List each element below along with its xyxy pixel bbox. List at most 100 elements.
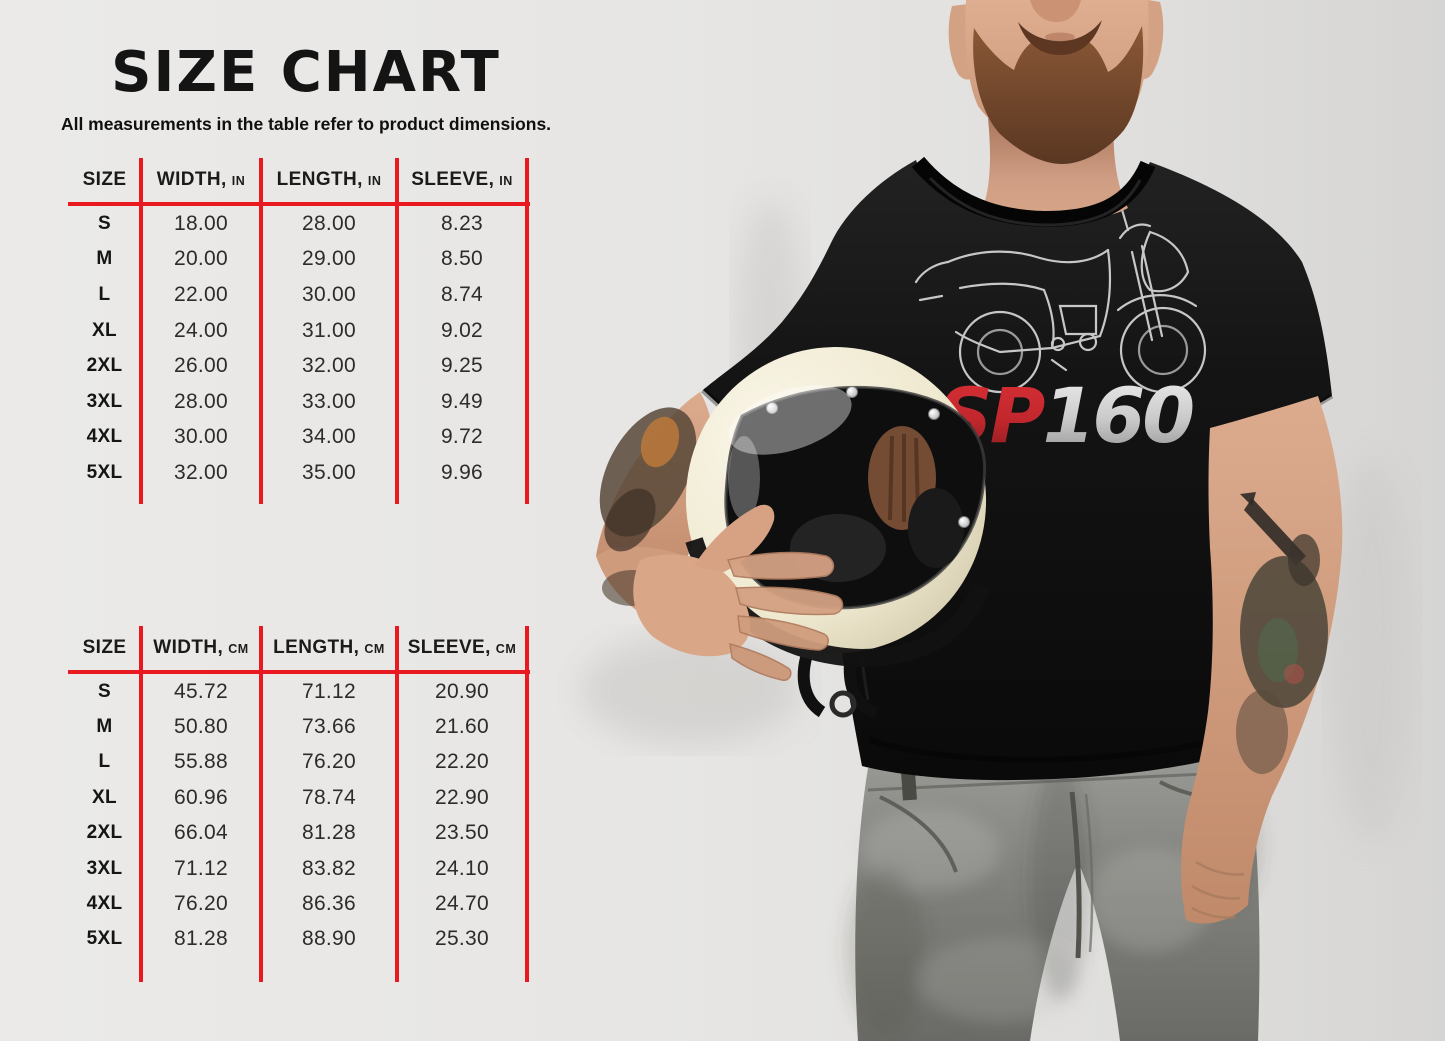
- table-cell: 9.96: [440, 460, 484, 484]
- table-cell: 21.60: [434, 715, 490, 739]
- table-cell: 35.00: [301, 460, 357, 484]
- helmet-rivet: [958, 516, 970, 528]
- mustache: [1018, 20, 1102, 55]
- table-cell: 4XL: [86, 426, 123, 448]
- jeans: [845, 750, 1262, 1041]
- table-cell: 26.00: [173, 354, 229, 378]
- table-cell: 5XL: [86, 928, 123, 950]
- table-cell: L: [98, 283, 111, 305]
- beard: [973, 26, 1144, 164]
- table-cell: 71.12: [301, 679, 357, 703]
- table-cell: L: [98, 751, 111, 773]
- belt-loop: [901, 771, 917, 801]
- table-cell: 83.82: [301, 856, 357, 880]
- table-line: [395, 626, 399, 982]
- table-cell: 32.00: [173, 460, 229, 484]
- table-cell: 30.00: [173, 425, 229, 449]
- table-line: [395, 158, 399, 504]
- table-header-cell: SIZE: [82, 637, 127, 658]
- table-body: S 18.00 28.00 8.23 M 20.00 29.00 8.50 L 22.00 30…: [68, 206, 527, 491]
- table-cell: 9.02: [440, 318, 484, 342]
- table-cell: 20.00: [173, 247, 229, 271]
- table-cell: 8.50: [440, 247, 484, 271]
- nose: [1030, 0, 1081, 22]
- table-cell: 60.96: [173, 785, 229, 809]
- table-cell: 66.04: [173, 821, 229, 845]
- size-chart-subtitle: All measurements in the table refer to p…: [60, 114, 552, 134]
- table-cell: 3XL: [86, 857, 123, 879]
- table-cell: 3XL: [86, 390, 123, 412]
- tshirt-print-silver: 160: [1042, 371, 1193, 460]
- table-cell: 24.10: [434, 856, 490, 880]
- table-line: [139, 158, 143, 504]
- table-cell: 81.28: [301, 821, 357, 845]
- table-cell: 86.36: [301, 892, 357, 916]
- thumb: [694, 504, 775, 572]
- helmet-shine: [728, 385, 852, 455]
- collar: [911, 156, 1156, 228]
- size-table-cm: SIZE WIDTH, CM LENGTH, CM SLEEVE, CM S 45.72…: [68, 626, 530, 982]
- table-cell: 2XL: [86, 355, 123, 377]
- jeans-waistband: [867, 770, 1247, 792]
- table-cell: 34.00: [301, 425, 357, 449]
- table-header-cell: LENGTH, CM: [273, 637, 385, 658]
- table-cell: 28.00: [301, 211, 357, 235]
- table-cell: 8.23: [440, 211, 484, 235]
- table-cell: 76.20: [173, 892, 229, 916]
- table-line: [68, 202, 530, 206]
- table-cell: 18.00: [173, 211, 229, 235]
- table-header-row: SIZE WIDTH, IN LENGTH, IN SLEEVE, IN: [68, 158, 527, 202]
- table-cell: 32.00: [301, 354, 357, 378]
- table-header-cell: SIZE: [82, 169, 127, 190]
- helmet-rivet: [928, 408, 940, 420]
- table-line: [259, 626, 263, 982]
- table-cell: 8.74: [440, 282, 484, 306]
- table-line: [139, 626, 143, 982]
- table-cell: 2XL: [86, 822, 123, 844]
- table-header-row: SIZE WIDTH, CM LENGTH, CM SLEEVE, CM: [68, 626, 527, 670]
- table-cell: 28.00: [173, 389, 229, 413]
- table-cell: 20.90: [434, 679, 490, 703]
- table-cell: 30.00: [301, 282, 357, 306]
- table-cell: 45.72: [173, 679, 229, 703]
- table-cell: 22.90: [434, 785, 490, 809]
- table-cell: 50.80: [173, 715, 229, 739]
- table-line: [68, 670, 530, 674]
- table-body: S 45.72 71.12 20.90 M 50.80 73.66 21.60 L 55.88…: [68, 674, 527, 957]
- table-header-cell: SLEEVE, CM: [407, 637, 517, 658]
- fingers: [1191, 860, 1245, 919]
- jeans-fly-seam: [1069, 791, 1082, 959]
- table-cell: 9.25: [440, 354, 484, 378]
- table-cell: 4XL: [86, 893, 123, 915]
- table-cell: XL: [92, 786, 117, 808]
- strap-ring: [829, 690, 857, 718]
- table-cell: XL: [92, 319, 117, 341]
- helmet-strap: [797, 656, 878, 718]
- table-line: [259, 158, 263, 504]
- table-header-cell: LENGTH, IN: [276, 169, 382, 190]
- jeans-pocket-left: [879, 795, 958, 873]
- helmet-rivet: [846, 386, 858, 398]
- table-cell: 55.88: [173, 750, 229, 774]
- left-hand: [633, 504, 844, 681]
- table-cell: S: [98, 680, 111, 702]
- table-cell: 22.00: [173, 282, 229, 306]
- table-line: [525, 626, 529, 982]
- table-header-cell: WIDTH, IN: [156, 169, 246, 190]
- table-cell: 29.00: [301, 247, 357, 271]
- table-cell: 81.28: [173, 927, 229, 951]
- table-header-cell: WIDTH, CM: [153, 637, 249, 658]
- table-cell: 24.00: [173, 318, 229, 342]
- table-cell: 71.12: [173, 856, 229, 880]
- right-arm: [1181, 396, 1343, 924]
- table-cell: 23.50: [434, 821, 490, 845]
- table-cell: 9.72: [440, 425, 484, 449]
- table-cell: 88.90: [301, 927, 357, 951]
- lips: [1045, 32, 1075, 42]
- table-cell: 22.20: [434, 750, 490, 774]
- table-line: [525, 158, 529, 504]
- table-cell: 78.74: [301, 785, 357, 809]
- table-cell: 5XL: [86, 461, 123, 483]
